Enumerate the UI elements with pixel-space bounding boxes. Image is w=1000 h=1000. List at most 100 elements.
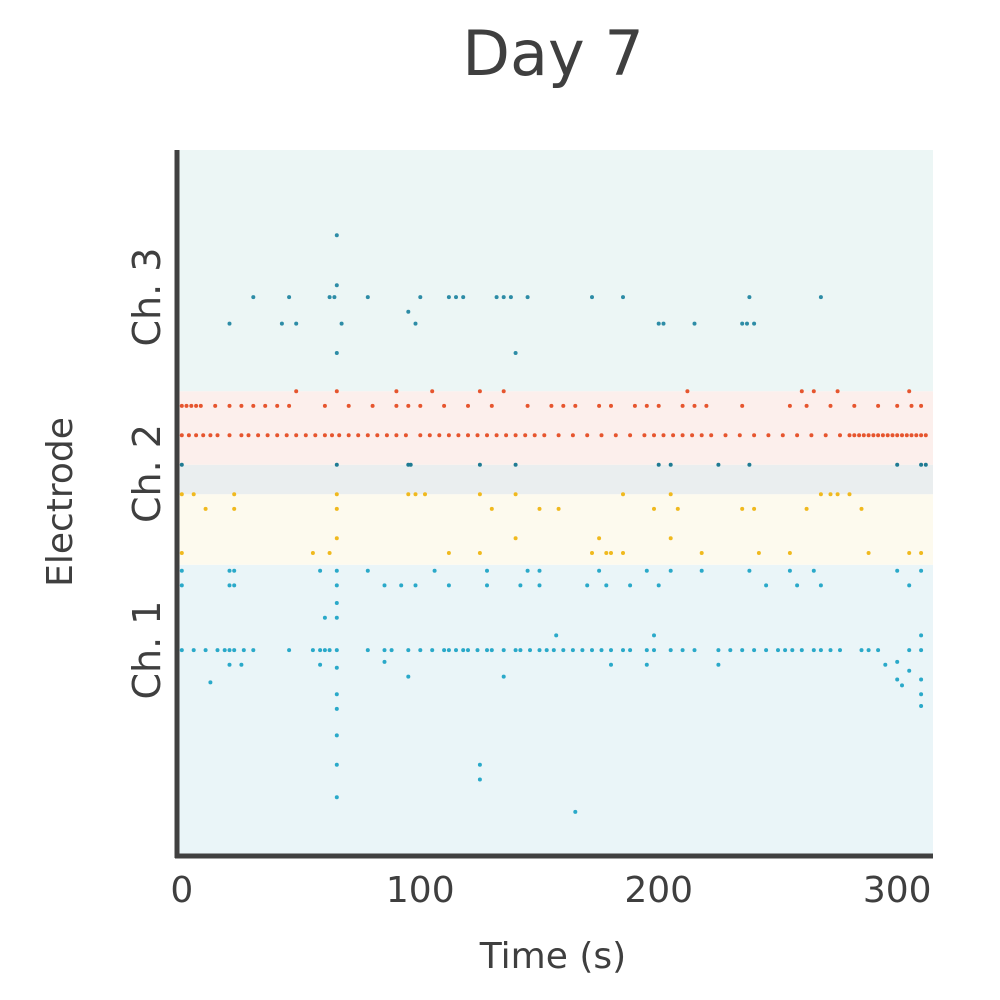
spike-point [525,568,530,573]
spike-point [382,659,387,664]
spike-point [313,433,318,438]
spike-point [394,433,399,438]
spike-point [919,403,924,408]
spike-point [900,683,904,688]
spike-point [919,568,924,573]
spike-point [847,492,852,497]
spike-point [239,433,244,438]
spike-point [621,492,625,497]
channel-band-2 [177,464,933,495]
spike-point [241,648,246,653]
spike-point [621,551,625,555]
spike-point [556,433,561,438]
spike-point [828,648,833,653]
spike-point [442,648,447,653]
spike-point [327,295,332,300]
spike-point [668,492,673,497]
spike-point [709,433,714,438]
spike-point [427,433,432,438]
spike-point [766,433,771,438]
spike-point [764,583,769,588]
spike-point [322,615,327,620]
spike-point [675,506,680,511]
spike-point [489,506,494,511]
spike-point [668,648,673,653]
spike-point [652,633,656,638]
spike-point [413,321,418,326]
x-tick-label: 0 [170,870,193,911]
spike-point [406,492,411,497]
spike-point [454,295,458,300]
spike-point [716,662,721,667]
spike-point [334,506,339,511]
channel-label: Ch. 3 [125,248,169,347]
spike-point [644,662,649,667]
spike-point [590,648,594,653]
spike-point [477,492,482,497]
spike-point [418,403,423,408]
spike-point [489,648,494,653]
spike-point [923,462,928,467]
spike-point [194,433,199,438]
spike-point [876,433,881,438]
channel-labels: Ch. 1 Ch. 2 Ch. 3 [125,248,169,700]
spike-point [322,433,327,438]
spike-point [818,583,823,588]
spike-point [883,662,888,667]
spike-point [895,462,900,467]
spike-point [866,433,871,438]
spike-point [621,295,625,300]
spike-point [628,648,633,653]
spike-point [356,433,361,438]
spike-point [334,583,339,588]
spike-point [811,648,816,653]
spike-point [919,692,924,697]
spike-point [513,536,518,541]
spike-point [284,433,289,438]
spike-point [346,433,351,438]
spike-point [716,648,721,653]
spike-point [334,733,339,738]
spike-point [859,648,864,653]
spike-point [518,583,523,588]
spike-point [876,648,881,653]
spike-point [334,648,339,653]
spike-point [668,536,673,541]
spike-point [403,433,408,438]
spike-point [895,433,900,438]
spike-point [656,462,661,467]
spike-point [504,433,509,438]
spike-point [652,648,656,653]
spike-point [215,648,220,653]
spike-point [294,321,299,326]
spike-point [399,583,404,588]
spike-point [485,433,489,438]
spike-point [644,568,649,573]
spike-point [852,403,857,408]
spike-point [203,648,208,653]
spike-point [907,583,912,588]
spike-point [907,648,912,653]
spike-point [852,433,857,438]
spike-point [494,433,499,438]
spike-point [668,462,673,467]
spike-point [334,492,339,497]
spike-point [318,568,323,573]
spike-point [661,321,666,326]
spike-point [818,492,823,497]
spike-point [542,433,547,438]
spike-point [408,462,413,467]
spike-point [671,433,676,438]
spike-point [334,692,339,697]
spike-point [804,403,809,408]
spike-point [549,403,554,408]
spike-point [394,403,399,408]
spike-point [919,704,924,708]
spike-point [446,433,451,438]
spike-point [466,433,470,438]
spike-point [406,674,411,679]
spike-point [227,568,232,573]
spike-point [232,583,237,588]
spike-point [859,506,864,511]
